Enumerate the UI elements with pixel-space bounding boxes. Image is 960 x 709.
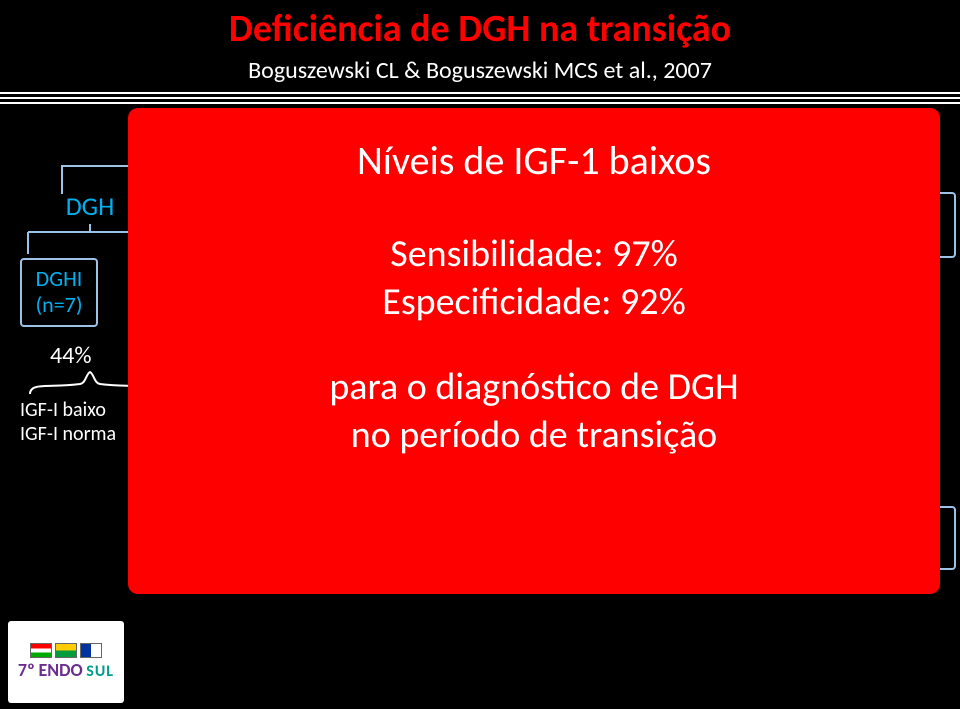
logo-ordinal: 7º xyxy=(18,659,35,681)
dghi-line2: (n=7) xyxy=(26,292,92,318)
flag-icon xyxy=(30,643,52,658)
dghi-line1: DGHI xyxy=(26,266,92,292)
overlay-heading: Níveis de IGF-1 baixos xyxy=(357,136,711,185)
slide-title: Deficiência de DGH na transição xyxy=(0,6,960,52)
dghi-box: DGHI (n=7) xyxy=(20,258,98,327)
flag-icon xyxy=(55,643,77,658)
logo-sul: SUL xyxy=(86,662,114,681)
overlay-conclusion-1: para o diagnóstico de DGH xyxy=(329,364,738,412)
slide-subtitle: Boguszewski CL & Boguszewski MCS et al.,… xyxy=(0,56,960,85)
overlay-sensitivity: Sensibilidade: 97% xyxy=(390,231,678,279)
title-underline xyxy=(0,92,960,107)
flag-icon xyxy=(80,643,102,658)
overlay-specificity: Especificidade: 92% xyxy=(382,279,685,327)
logo-flags xyxy=(30,643,102,658)
slide-root: Deficiência de DGH na transição Boguszew… xyxy=(0,0,960,709)
highlight-overlay: Níveis de IGF-1 baixos Sensibilidade: 97… xyxy=(128,108,940,594)
overlay-conclusion-2: no período de transição xyxy=(351,412,717,460)
event-logo: 7º ENDO SUL xyxy=(8,621,124,703)
logo-endo: ENDO xyxy=(39,659,83,681)
